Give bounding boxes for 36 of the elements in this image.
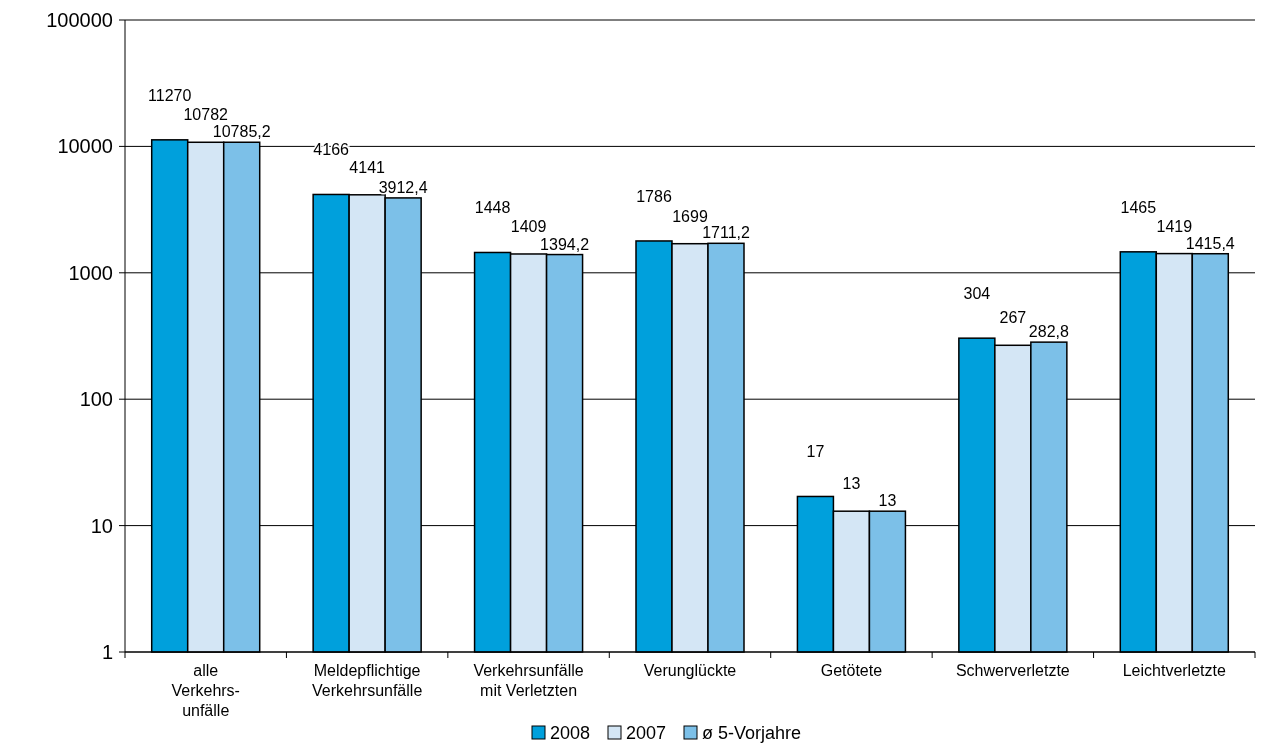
data-label: 1419	[1156, 217, 1193, 235]
data-label: 1699	[672, 207, 708, 225]
x-tick-label: alle Verkehrs- unfälle	[171, 662, 240, 719]
x-tick-label: Verunglückte	[643, 662, 737, 679]
legend-label: 2008	[550, 723, 591, 744]
data-label: 1465	[1120, 198, 1157, 216]
y-tick-label: 10	[90, 514, 113, 537]
data-label: 1394,2	[540, 235, 590, 253]
data-label: 10785,2	[212, 123, 271, 141]
data-label: 1711,2	[702, 224, 750, 242]
data-label: 1415,4	[1185, 234, 1235, 252]
data-label: 17	[806, 443, 825, 461]
y-tick-label: 100000	[46, 9, 113, 31]
x-tick-label: Leichtverletzte	[1122, 662, 1226, 679]
data-label: 3912,4	[378, 178, 428, 196]
data-label: 1786	[636, 187, 672, 205]
legend-label: ø 5-Vorjahre	[702, 723, 802, 744]
x-tick-label: Schwerverletzte	[955, 662, 1070, 679]
data-label: 13	[878, 492, 897, 510]
data-label: 1409	[510, 217, 547, 235]
data-label: 304	[963, 285, 991, 303]
data-label: 13	[842, 475, 861, 493]
data-label: 11270	[148, 86, 192, 104]
data-label: 4141	[349, 158, 386, 176]
y-tick-label: 1000	[68, 261, 113, 284]
data-label: 282,8	[1028, 323, 1069, 341]
y-tick-label: 1	[101, 641, 113, 663]
data-label: 267	[999, 309, 1027, 327]
y-tick-label: 10000	[57, 135, 113, 158]
data-label: 1448	[474, 199, 511, 217]
x-tick-label: Meldepflichtige Verkehrsunfälle	[311, 662, 423, 699]
y-tick-label: 100	[79, 388, 113, 411]
data-label: 10782	[183, 106, 229, 124]
x-tick-label: Getötete	[820, 662, 883, 679]
legend-label: 2007	[626, 723, 667, 744]
x-tick-label: Verkehrsunfälle mit Verletzten	[473, 662, 584, 699]
